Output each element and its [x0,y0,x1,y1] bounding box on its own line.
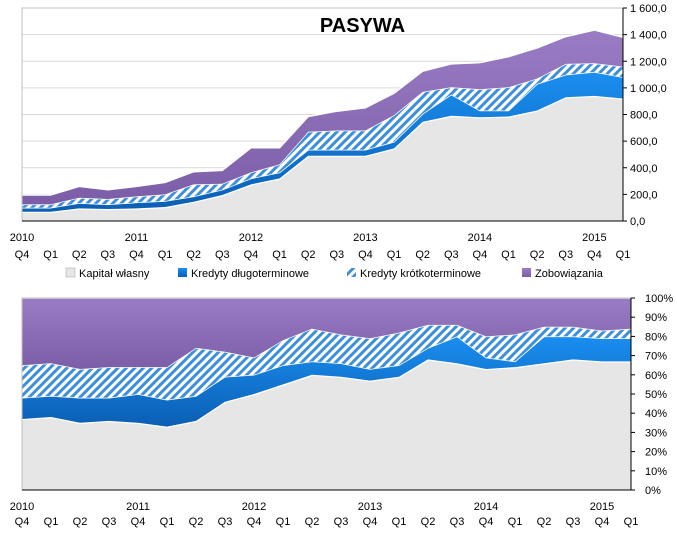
chart-1: 0,0 200,0 400,0 600,0 800,0 1 000,0 1 200,0 1 4… [10,3,667,261]
x-year-label: 2014 [468,232,492,244]
x-tick-label: Q2 [72,249,87,261]
y-tick-label: 50% [645,389,667,401]
x-tick-label: Q4 [15,249,30,261]
x-year-label: 2011 [125,232,149,244]
area-zobowiazania [22,298,631,369]
x-tick-label: Q1 [272,249,287,261]
x-tick-label: Q3 [101,249,116,261]
y-tick-label: 1 000,0 [630,83,667,95]
x-tick-label: Q1 [616,249,631,261]
x-tick-label: Q1 [387,249,402,261]
x-tick-label: Q4 [587,249,602,261]
x-year-label: 2015 [590,501,614,513]
y-tick-label: 200,0 [630,189,658,201]
x-tick-label: Q2 [415,249,430,261]
legend-label-kredyty-krotko: Kredyty krótkoterminowe [360,268,481,280]
y-tick-label: 1 400,0 [630,30,667,42]
legend-label-kapital: Kapitał własny [79,268,150,280]
x-tick-label: Q3 [102,516,117,528]
x-tick-label: Q2 [301,249,316,261]
x-tick-label: Q3 [444,249,459,261]
area-kredyty-dlugo [22,336,631,427]
x-tick-label: Q1 [44,516,59,528]
x-tick-label: Q4 [244,249,259,261]
x-tick-label: Q4 [358,249,373,261]
x-tick-label: Q4 [15,516,30,528]
x-tick-label: Q4 [129,249,144,261]
x-year-label: 2012 [239,232,263,244]
x-tick-label: Q1 [501,249,516,261]
x-year-label: 2010 [10,232,34,244]
y-tick-label: 0% [645,485,661,497]
x-tick-label: Q1 [508,516,523,528]
x-tick-label: Q1 [43,249,58,261]
legend: Kapitał własny Kredyty długoterminowe Kred… [65,267,604,280]
x-year-label: 2013 [353,232,377,244]
x-tick-label: Q1 [392,516,407,528]
y-tick-label: 60% [645,370,667,382]
x-tick-label: Q4 [479,516,494,528]
y-tick-label: 90% [645,312,667,324]
x-tick-label: Q2 [530,249,545,261]
legend-label-zobowiazania: Zobowiązania [535,268,604,280]
y-tick-label: 80% [645,331,667,343]
x-tick-label: Q1 [624,516,639,528]
area-kapital [22,95,623,221]
y-tick-label: 1 600,0 [630,3,667,15]
x-tick-label: Q1 [160,516,175,528]
y-tick-label: 600,0 [630,136,658,148]
y-tick-label: 1 200,0 [630,56,667,68]
y-tick-label: 0,0 [630,216,645,228]
x-tick-label: Q2 [189,516,204,528]
x-year-label: 2011 [126,501,150,513]
x-tick-label: Q4 [363,516,378,528]
x-tick-label: Q3 [566,516,581,528]
x-tick-label: Q2 [305,516,320,528]
x-tick-label: Q2 [421,516,436,528]
chart-2: 0% 10% 20% 30% 40% 50% 60% 70% 80% 90% 100% Q4 Q1 Q2 Q… [10,293,674,528]
x-tick-label: Q4 [473,249,488,261]
x-year-label: 2015 [582,232,606,244]
x-tick-label: Q3 [450,516,465,528]
y-tick-label: 40% [645,408,667,420]
x-tick-label: Q1 [158,249,173,261]
y-tick-label: 10% [645,466,667,478]
y-tick-label: 400,0 [630,163,658,175]
x-tick-label: Q4 [247,516,262,528]
x-tick-label: Q2 [537,516,552,528]
y-tick-label: 20% [645,447,667,459]
x-tick-label: Q3 [334,516,349,528]
x-year-label: 2014 [474,501,498,513]
x-year-label: 2013 [358,501,382,513]
x-year-label: 2010 [10,501,34,513]
x-tick-label: Q3 [329,249,344,261]
x-tick-label: Q2 [186,249,201,261]
legend-swatch-kredyty-dlugo [178,268,187,277]
legend-swatch-zobowiazania [522,268,531,277]
y-tick-label: 100% [645,293,673,305]
legend-label-kredyty-dlugo: Kredyty długoterminowe [191,268,309,280]
x-tick-label: Q4 [131,516,146,528]
legend-swatch-kapital [65,267,76,278]
y-tick-label: 30% [645,427,667,439]
area-edge-zobowiazania [22,29,624,196]
y-tick-label: 70% [645,351,667,363]
area-kredyty-krotko [22,63,623,208]
x-tick-label: Q1 [276,516,291,528]
x-tick-label: Q3 [218,516,233,528]
legend-swatch-kredyty-krotko [347,268,356,277]
chart-title: PASYWA [320,15,405,37]
x-tick-label: Q3 [558,249,573,261]
y-tick-label: 800,0 [630,110,658,122]
x-tick-label: Q4 [595,516,610,528]
x-year-label: 2012 [242,501,266,513]
area-zobowiazania [22,30,623,205]
x-tick-label: Q2 [73,516,88,528]
area-kapital [22,359,631,490]
x-tick-label: Q3 [215,249,230,261]
